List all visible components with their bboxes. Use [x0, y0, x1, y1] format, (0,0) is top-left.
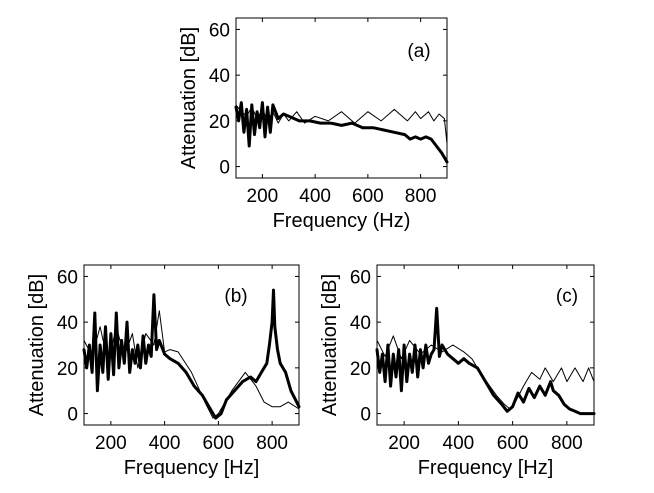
y-tick-label: 60 — [209, 20, 230, 41]
plot-frame — [235, 17, 448, 179]
y-tick-label: 60 — [350, 267, 371, 288]
y-tick-label: 60 — [57, 267, 78, 288]
y-tick-label: 0 — [219, 158, 230, 179]
x-axis-label: Frequency [Hz] — [124, 457, 260, 479]
panel-label: (a) — [407, 41, 430, 62]
panel-label: (c) — [556, 286, 578, 307]
chart-panel-b: 200 400 600 800 0 20 40 60 Frequency [Hz] Attenua… — [26, 264, 301, 479]
x-tick-label: 600 — [497, 433, 529, 454]
series-line-thick — [375, 306, 596, 416]
chart-panel-c: 200 400 600 800 0 20 40 60 Frequency [Hz] Attenua… — [319, 264, 596, 479]
x-tick-label: 800 — [256, 433, 288, 454]
y-tick-label: 0 — [67, 405, 78, 426]
x-tick-label: 800 — [405, 186, 437, 207]
x-tick-label: 400 — [443, 433, 475, 454]
y-axis-label: Attenuation [dB] — [26, 274, 48, 416]
series-line-thick — [82, 288, 301, 420]
y-tick-label: 0 — [360, 405, 371, 426]
x-tick-label: 200 — [95, 433, 127, 454]
plot-frame — [83, 264, 300, 426]
plot-frame — [376, 264, 595, 426]
x-axis-label: Frequency (Hz) — [273, 210, 411, 232]
chart-panel-a: 200 400 600 800 0 20 40 60 Frequency (Hz) Attenua… — [178, 17, 449, 232]
panel-label: (b) — [224, 286, 247, 307]
y-tick-label: 20 — [57, 359, 78, 380]
x-tick-label: 600 — [352, 186, 384, 207]
x-tick-label: 200 — [247, 186, 279, 207]
y-tick-label: 40 — [209, 66, 230, 87]
y-tick-label: 40 — [350, 313, 371, 334]
x-tick-label: 600 — [203, 433, 235, 454]
x-axis-label: Frequency [Hz] — [418, 457, 554, 479]
y-tick-label: 20 — [350, 359, 371, 380]
x-tick-label: 400 — [299, 186, 331, 207]
x-tick-label: 800 — [551, 433, 583, 454]
y-axis-label: Attenuation [dB] — [319, 274, 341, 416]
x-tick-label: 200 — [388, 433, 420, 454]
y-tick-label: 20 — [209, 112, 230, 133]
y-tick-label: 40 — [57, 313, 78, 334]
series-line-thick — [234, 101, 449, 164]
y-axis-label: Attenuation [dB] — [178, 27, 200, 169]
x-tick-label: 400 — [149, 433, 181, 454]
